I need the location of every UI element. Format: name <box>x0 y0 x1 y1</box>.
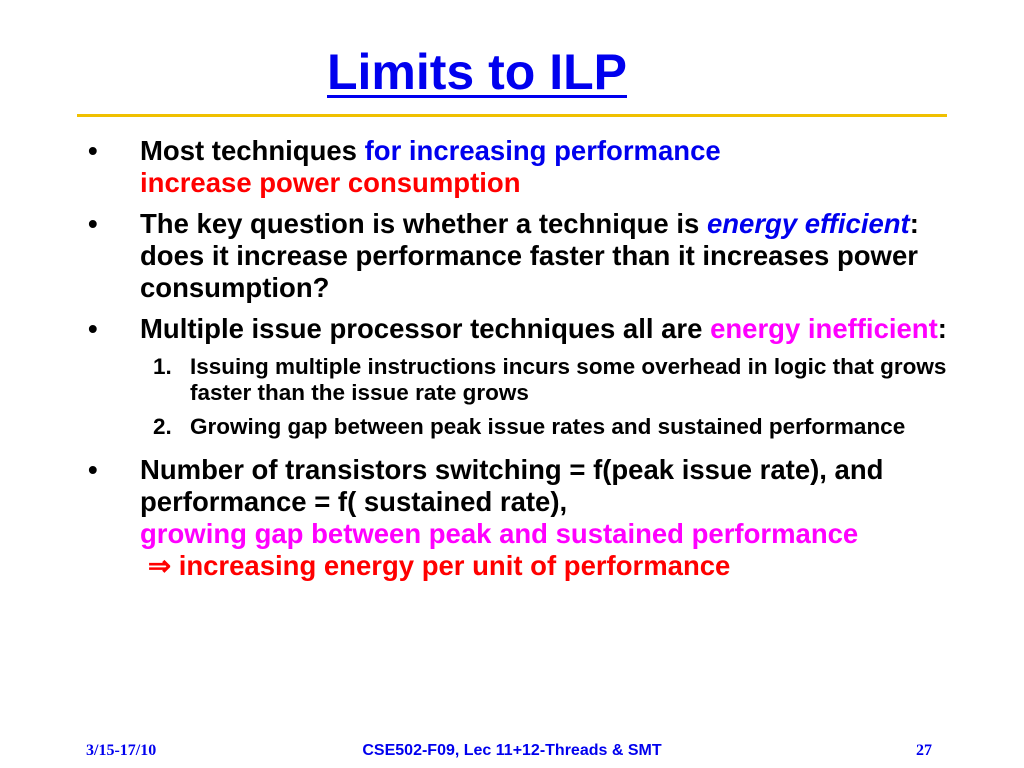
conclusion-line: ⇒ increasing energy per unit of performa… <box>148 550 731 581</box>
bullet-icon: • <box>88 135 98 166</box>
bullet-icon: • <box>88 454 98 485</box>
footer-course: CSE502-F09, Lec 11+12-Threads & SMT <box>362 742 662 759</box>
numbered-subitem: 1. Issuing multiple instructions incurs … <box>88 354 988 406</box>
subitem-number: 2. <box>153 414 172 439</box>
footer-date: 3/15-17/10 <box>86 742 157 759</box>
implies-arrow-icon: ⇒ <box>148 550 172 581</box>
bullet-item: • The key question is whether a techniqu… <box>88 208 919 303</box>
page-number: 27 <box>916 742 932 759</box>
numbered-subitem: 2. Growing gap between peak issue rates … <box>88 414 988 440</box>
bullet-icon: • <box>88 208 98 239</box>
bullet-icon: • <box>88 313 98 344</box>
slide-body: • Most techniques for increasing perform… <box>88 135 988 591</box>
slide-title: Limits to ILP <box>327 44 627 100</box>
slide-footer: 3/15-17/10 CSE502-F09, Lec 11+12-Threads… <box>0 742 1024 766</box>
title-divider <box>77 114 947 117</box>
subitem-text: Growing gap between peak issue rates and… <box>190 414 906 439</box>
bullet-item: • Most techniques for increasing perform… <box>88 135 721 198</box>
subitem-text: Issuing multiple instructions incurs som… <box>190 354 947 405</box>
subitem-number: 1. <box>153 354 172 379</box>
bullet-item: • Number of transistors switching = f(pe… <box>88 454 884 581</box>
bullet-item: • Multiple issue processor techniques al… <box>88 313 947 344</box>
